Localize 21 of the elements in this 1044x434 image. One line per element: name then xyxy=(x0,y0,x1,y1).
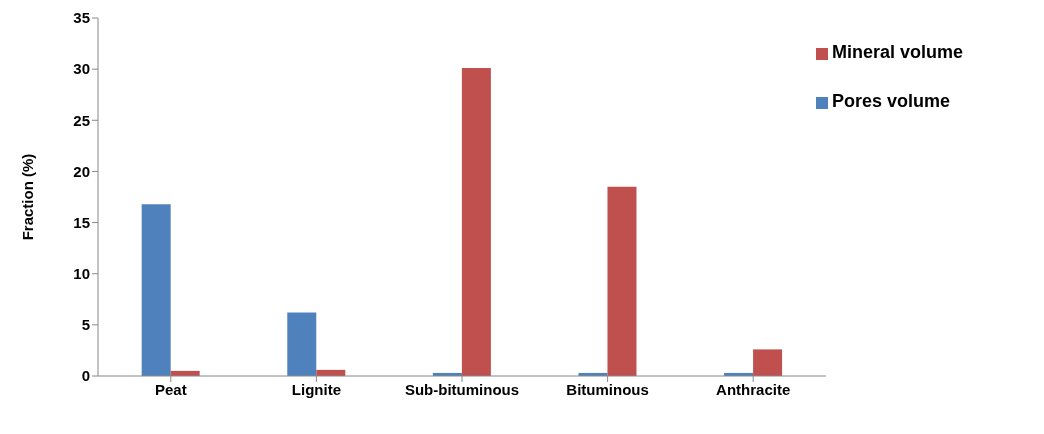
bar xyxy=(141,204,171,376)
bar xyxy=(461,68,491,376)
y-tick-label: 20 xyxy=(73,162,90,180)
y-tick-label: 0 xyxy=(81,367,90,385)
y-tick-label: 10 xyxy=(73,265,90,283)
y-tick-label: 25 xyxy=(73,111,90,129)
y-tick-label: 15 xyxy=(73,213,90,231)
legend-label: Pores volume xyxy=(832,91,951,111)
x-tick-label: Anthracite xyxy=(716,380,791,398)
y-axis-title: Fraction (%) xyxy=(19,153,37,241)
bar xyxy=(753,349,783,376)
x-tick-label: Peat xyxy=(154,380,187,398)
bar xyxy=(287,312,317,376)
x-tick-label: Lignite xyxy=(291,380,341,398)
legend-label: Mineral volume xyxy=(832,42,964,62)
y-tick-label: 30 xyxy=(73,60,90,78)
y-tick-label: 5 xyxy=(81,316,90,334)
x-tick-label: Bituminous xyxy=(566,380,649,398)
bar xyxy=(607,186,637,376)
x-tick-label: Sub-bituminous xyxy=(404,380,520,398)
y-tick-label: 35 xyxy=(73,9,90,27)
